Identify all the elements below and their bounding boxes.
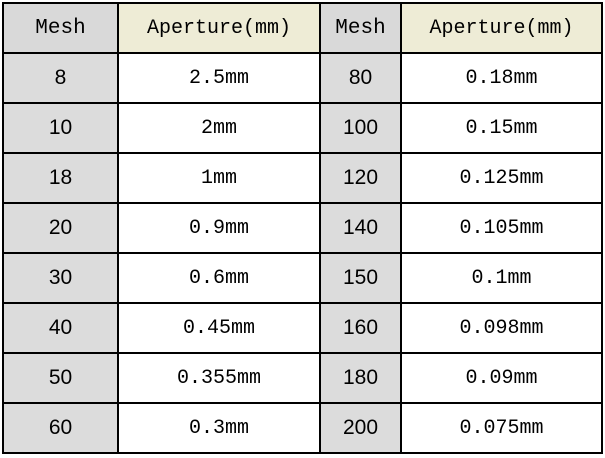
mesh-cell: 8 xyxy=(2,52,119,104)
mesh-cell: 150 xyxy=(319,252,402,304)
aperture-cell: 0.355mm xyxy=(117,352,321,404)
aperture-cell: 2.5mm xyxy=(117,52,321,104)
mesh-cell: 80 xyxy=(319,52,402,104)
table-row: 10 2mm 100 0.15mm xyxy=(2,102,603,154)
mesh-cell: 30 xyxy=(2,252,119,304)
aperture-cell: 0.075mm xyxy=(400,402,603,454)
mesh-cell: 40 xyxy=(2,302,119,354)
mesh-cell: 200 xyxy=(319,402,402,454)
aperture-cell: 0.6mm xyxy=(117,252,321,304)
aperture-cell: 2mm xyxy=(117,102,321,154)
table-row: 40 0.45mm 160 0.098mm xyxy=(2,302,603,354)
mesh-cell: 20 xyxy=(2,202,119,254)
aperture-cell: 0.125mm xyxy=(400,152,603,204)
header-cell: Mesh xyxy=(2,2,119,54)
table-row: 50 0.355mm 180 0.09mm xyxy=(2,352,603,404)
table-row: 20 0.9mm 140 0.105mm xyxy=(2,202,603,254)
header-cell: Aperture(mm) xyxy=(400,2,603,54)
mesh-cell: 10 xyxy=(2,102,119,154)
aperture-cell: 0.45mm xyxy=(117,302,321,354)
mesh-cell: 160 xyxy=(319,302,402,354)
mesh-cell: 18 xyxy=(2,152,119,204)
aperture-cell: 0.09mm xyxy=(400,352,603,404)
header-cell: Aperture(mm) xyxy=(117,2,321,54)
mesh-cell: 140 xyxy=(319,202,402,254)
mesh-cell: 100 xyxy=(319,102,402,154)
aperture-cell: 0.105mm xyxy=(400,202,603,254)
aperture-cell: 0.9mm xyxy=(117,202,321,254)
mesh-cell: 60 xyxy=(2,402,119,454)
aperture-cell: 0.15mm xyxy=(400,102,603,154)
table-row: 60 0.3mm 200 0.075mm xyxy=(2,402,603,454)
aperture-cell: 0.18mm xyxy=(400,52,603,104)
mesh-cell: 180 xyxy=(319,352,402,404)
table-row: 18 1mm 120 0.125mm xyxy=(2,152,603,204)
table-row: 30 0.6mm 150 0.1mm xyxy=(2,252,603,304)
aperture-cell: 1mm xyxy=(117,152,321,204)
aperture-cell: 0.3mm xyxy=(117,402,321,454)
aperture-cell: 0.1mm xyxy=(400,252,603,304)
aperture-cell: 0.098mm xyxy=(400,302,603,354)
mesh-cell: 120 xyxy=(319,152,402,204)
table-row: 8 2.5mm 80 0.18mm xyxy=(2,52,603,104)
mesh-cell: 50 xyxy=(2,352,119,404)
header-cell: Mesh xyxy=(319,2,402,54)
header-row: Mesh Aperture(mm) Mesh Aperture(mm) xyxy=(2,2,603,54)
